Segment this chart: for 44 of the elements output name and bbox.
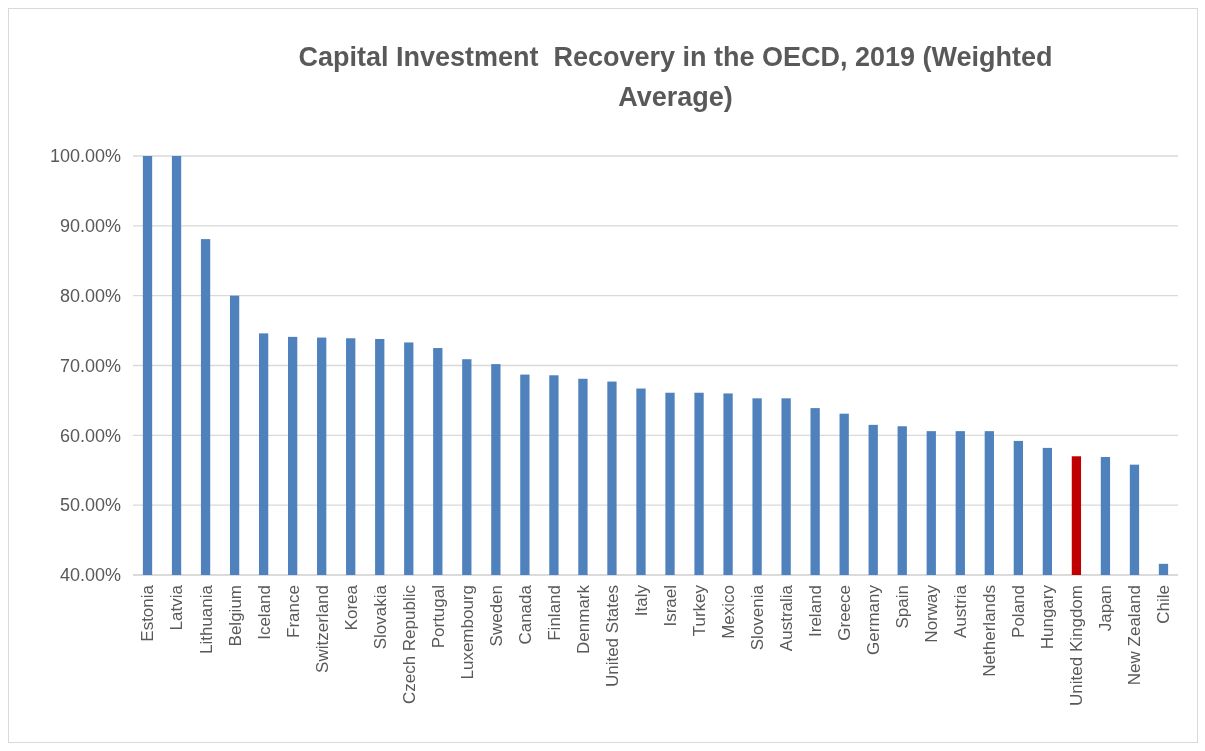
x-tick-label: Czech Republic [399, 584, 419, 705]
x-tick-label: Poland [1009, 585, 1029, 638]
x-tick-label: New Zealand [1125, 585, 1145, 686]
x-tick-label: France [283, 585, 303, 638]
x-tick-label: Lithuania [196, 584, 216, 655]
x-tick-label: Japan [1096, 585, 1116, 632]
x-tick-label: Latvia [167, 584, 187, 631]
x-tick-label: Finland [544, 585, 564, 641]
x-tick-label: Slovenia [748, 584, 768, 651]
x-tick-label: Chile [1154, 585, 1174, 624]
x-tick-label: Australia [777, 584, 797, 652]
x-tick-label: Turkey [689, 584, 709, 637]
x-tick-label: Luxembourg [457, 585, 477, 680]
x-tick-label: Israel [660, 585, 680, 627]
y-tick-label: 100.00% [49, 146, 121, 167]
x-tick-label: Italy [631, 584, 651, 617]
x-tick-label: Estonia [138, 584, 158, 642]
x-tick-label: Greece [835, 585, 855, 641]
y-tick-label: 90.00% [59, 216, 121, 237]
y-tick-label: 40.00% [59, 565, 121, 586]
x-tick-label: Norway [922, 584, 942, 643]
x-tick-label: Sweden [486, 585, 506, 647]
x-tick-label: United Kingdom [1067, 585, 1087, 706]
x-tick-label: Portugal [428, 585, 448, 649]
x-tick-label: Germany [864, 584, 884, 655]
x-tick-label: Netherlands [980, 585, 1000, 677]
y-tick-label: 80.00% [59, 285, 121, 306]
x-tick-label: Hungary [1038, 584, 1058, 650]
chart-title: Capital Investment Recovery in the OECD, 2019 (Weighted Average) [298, 42, 1053, 112]
x-tick-label: Switzerland [312, 585, 332, 673]
x-tick-label: Spain [893, 585, 913, 629]
y-tick-label: 60.00% [59, 425, 121, 446]
x-tick-label: Slovakia [370, 584, 390, 650]
x-tick-label: Canada [515, 584, 535, 645]
x-tick-label: Austria [951, 584, 971, 638]
x-tick-label: Denmark [573, 584, 593, 654]
x-tick-label: Mexico [719, 585, 739, 639]
y-tick-label: 70.00% [59, 355, 121, 376]
x-tick-label: Ireland [806, 585, 826, 637]
x-tick-label: Belgium [225, 585, 245, 647]
x-tick-label: United States [602, 585, 622, 688]
x-tick-label: Iceland [254, 585, 274, 640]
y-tick-label: 50.00% [59, 495, 121, 516]
x-tick-label: Korea [341, 584, 361, 631]
